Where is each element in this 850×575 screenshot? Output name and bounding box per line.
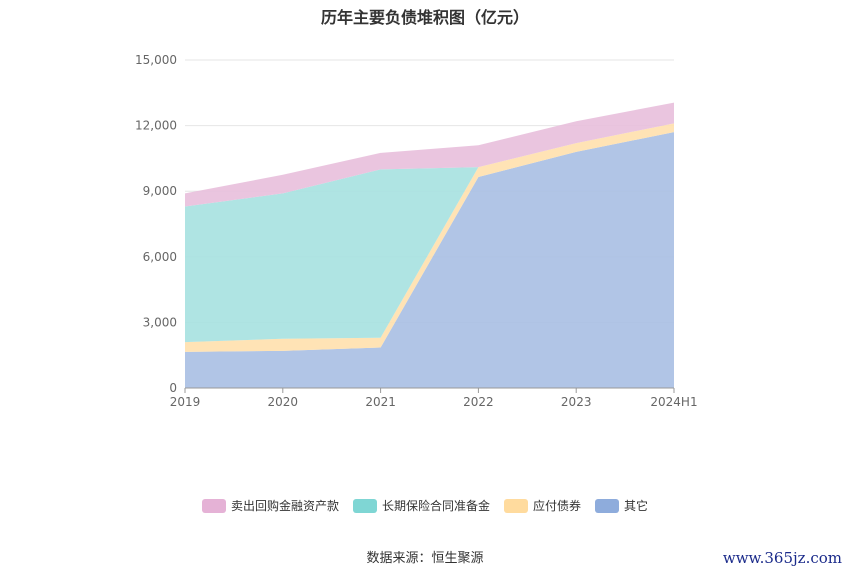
legend-swatch-repo	[201, 498, 226, 513]
legend-swatch-bonds	[504, 498, 528, 513]
watermark: www.365jz.com	[722, 549, 842, 567]
y-tick-label-0: 0	[169, 381, 177, 395]
legend-swatch-longterm	[352, 498, 377, 513]
data-source: 数据来源：恒生聚源	[366, 551, 484, 566]
x-tick-label-1: 2020	[268, 395, 299, 409]
y-tick-label-4: 12,000	[135, 119, 177, 133]
legend-label-other: 其它	[624, 499, 649, 513]
area-other	[185, 132, 674, 388]
legend-item-other[interactable]: 其它	[595, 497, 648, 514]
y-tick-label-5: 15,000	[135, 53, 177, 67]
y-tick-label-2: 6,000	[143, 250, 177, 264]
area-repo	[185, 102, 674, 207]
x-tick-label-5: 2024H1	[650, 395, 697, 409]
legend-item-longterm[interactable]: 长期保险合同准备金	[352, 497, 490, 514]
legend-item-bonds[interactable]: 应付债券	[504, 497, 581, 514]
x-tick-label-2: 2021	[365, 395, 396, 409]
legend-label-bonds: 应付债券	[533, 499, 582, 513]
x-tick-label-3: 2022	[463, 395, 494, 409]
x-tick-label-0: 2019	[170, 395, 201, 409]
legend-label-repo: 卖出回购金融资产款	[230, 499, 339, 513]
legend: 卖出回购金融资产款 长期保险合同准备金 应付债券 其它	[0, 497, 850, 514]
y-tick-label-3: 9,000	[143, 184, 177, 198]
area-longterm	[185, 123, 674, 343]
legend-label-longterm: 长期保险合同准备金	[381, 499, 490, 513]
legend-item-repo[interactable]: 卖出回购金融资产款	[201, 497, 339, 514]
legend-swatch-other	[595, 498, 620, 513]
x-tick-label-4: 2023	[561, 395, 592, 409]
chart-title: 历年主要负债堆积图（亿元）	[320, 8, 529, 27]
y-tick-label-1: 3,000	[143, 315, 177, 329]
